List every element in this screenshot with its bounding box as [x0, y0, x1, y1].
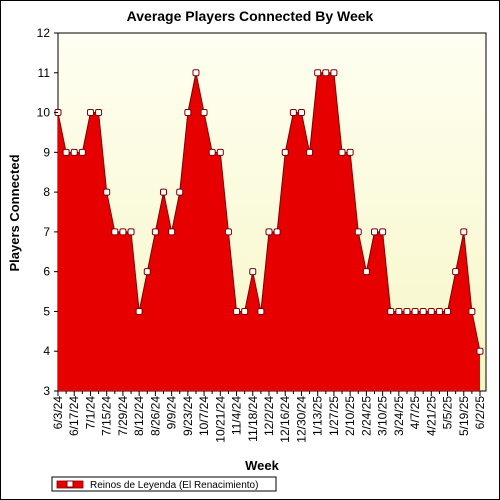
x-tick-label: 2/24/25 [359, 396, 373, 436]
data-point [411, 307, 419, 315]
x-axis: 6/3/24 6/17/24 7/1/24 7/15/24 7/29/24 8/12/24… [51, 391, 487, 443]
data-point [127, 228, 135, 236]
x-tick-label: 10/21/24 [213, 396, 227, 443]
y-tick-label: 9 [43, 145, 50, 159]
data-point [297, 109, 305, 117]
data-point [354, 228, 362, 236]
data-point [224, 228, 232, 236]
chart-title: Average Players Connected By Week [127, 8, 374, 24]
data-point [70, 148, 78, 156]
x-tick-label: 6/2/25 [473, 396, 487, 430]
data-point [86, 109, 94, 117]
legend-marker [66, 480, 74, 488]
x-tick-label: 5/5/25 [441, 396, 455, 430]
data-point [78, 148, 86, 156]
data-point [362, 268, 370, 276]
data-point [265, 228, 273, 236]
x-tick-label: 9/9/24 [165, 396, 179, 430]
data-point [95, 109, 103, 117]
x-tick-label: 9/23/24 [181, 396, 195, 436]
data-point [468, 307, 476, 315]
x-tick-label: 6/17/24 [67, 396, 81, 436]
x-axis-title: Week [245, 458, 279, 473]
data-point [435, 307, 443, 315]
data-point [427, 307, 435, 315]
x-tick-label: 5/19/25 [457, 396, 471, 436]
data-point [168, 228, 176, 236]
data-point [62, 148, 70, 156]
y-tick-label: 8 [43, 185, 50, 199]
x-tick-label: 12/30/24 [294, 396, 308, 443]
y-tick-label: 7 [43, 225, 50, 239]
y-tick-label: 12 [37, 26, 51, 40]
x-tick-label: 1/27/25 [327, 396, 341, 436]
data-point [111, 228, 119, 236]
legend-label: Reinos de Leyenda (El Renacimiento) [90, 480, 258, 491]
legend-box [51, 476, 277, 492]
x-tick-label: 3/24/25 [392, 396, 406, 436]
data-point [395, 307, 403, 315]
data-point [241, 307, 249, 315]
legend: Reinos de Leyenda (El Renacimiento) [51, 476, 277, 492]
data-point [273, 228, 281, 236]
data-point [289, 109, 297, 117]
data-point [387, 307, 395, 315]
data-point [208, 148, 216, 156]
data-point [176, 188, 184, 196]
x-tick-label: 8/12/24 [132, 396, 146, 436]
x-tick-label: 4/21/25 [424, 396, 438, 436]
data-point [151, 228, 159, 236]
data-point [160, 188, 167, 196]
x-tick-label: 3/10/25 [376, 396, 390, 436]
x-tick-label: 6/3/24 [51, 396, 65, 430]
data-point [460, 228, 468, 236]
data-point [346, 148, 354, 156]
x-tick-label: 12/2/24 [262, 396, 276, 436]
x-tick-label: 12/16/24 [278, 396, 292, 443]
data-point [322, 69, 330, 77]
data-point [444, 307, 452, 315]
x-tick-label: 8/26/24 [148, 396, 162, 436]
y-tick-label: 4 [43, 344, 50, 358]
y-tick-label: 10 [37, 106, 51, 120]
data-point [379, 228, 387, 236]
y-tick-label: 3 [43, 384, 50, 398]
data-point [200, 109, 208, 117]
data-point [143, 268, 151, 276]
x-tick-label: 7/15/24 [100, 396, 114, 436]
data-point [314, 69, 322, 77]
x-tick-label: 11/4/24 [230, 396, 244, 435]
data-point [403, 307, 411, 315]
data-point [216, 148, 224, 156]
data-point [192, 69, 200, 77]
data-point [452, 268, 460, 276]
data-point [257, 307, 265, 315]
data-point [249, 268, 257, 276]
data-point [184, 109, 192, 117]
data-point [135, 307, 143, 315]
data-point [119, 228, 127, 236]
data-point [476, 347, 484, 355]
data-point [103, 188, 111, 196]
data-point [233, 307, 241, 315]
y-tick-label: 11 [38, 66, 51, 80]
x-tick-label: 1/13/25 [311, 396, 325, 436]
data-point [371, 228, 378, 236]
y-tick-label: 6 [43, 265, 50, 279]
x-tick-label: 7/29/24 [116, 396, 130, 436]
x-tick-label: 11/18/24 [246, 396, 260, 442]
y-tick-label: 5 [43, 304, 50, 318]
y-axis-title: Players Connected [7, 154, 22, 271]
data-point [306, 148, 314, 156]
x-tick-label: 7/1/24 [83, 396, 97, 430]
data-point [338, 148, 346, 156]
data-point [419, 307, 427, 315]
data-point [330, 69, 338, 77]
x-tick-label: 2/10/25 [343, 396, 357, 436]
data-point [281, 148, 289, 156]
x-tick-label: 10/7/24 [197, 396, 211, 436]
y-axis: 3 4 5 6 7 8 9 10 11 12 [37, 26, 58, 398]
x-tick-label: 4/7/25 [408, 396, 422, 430]
